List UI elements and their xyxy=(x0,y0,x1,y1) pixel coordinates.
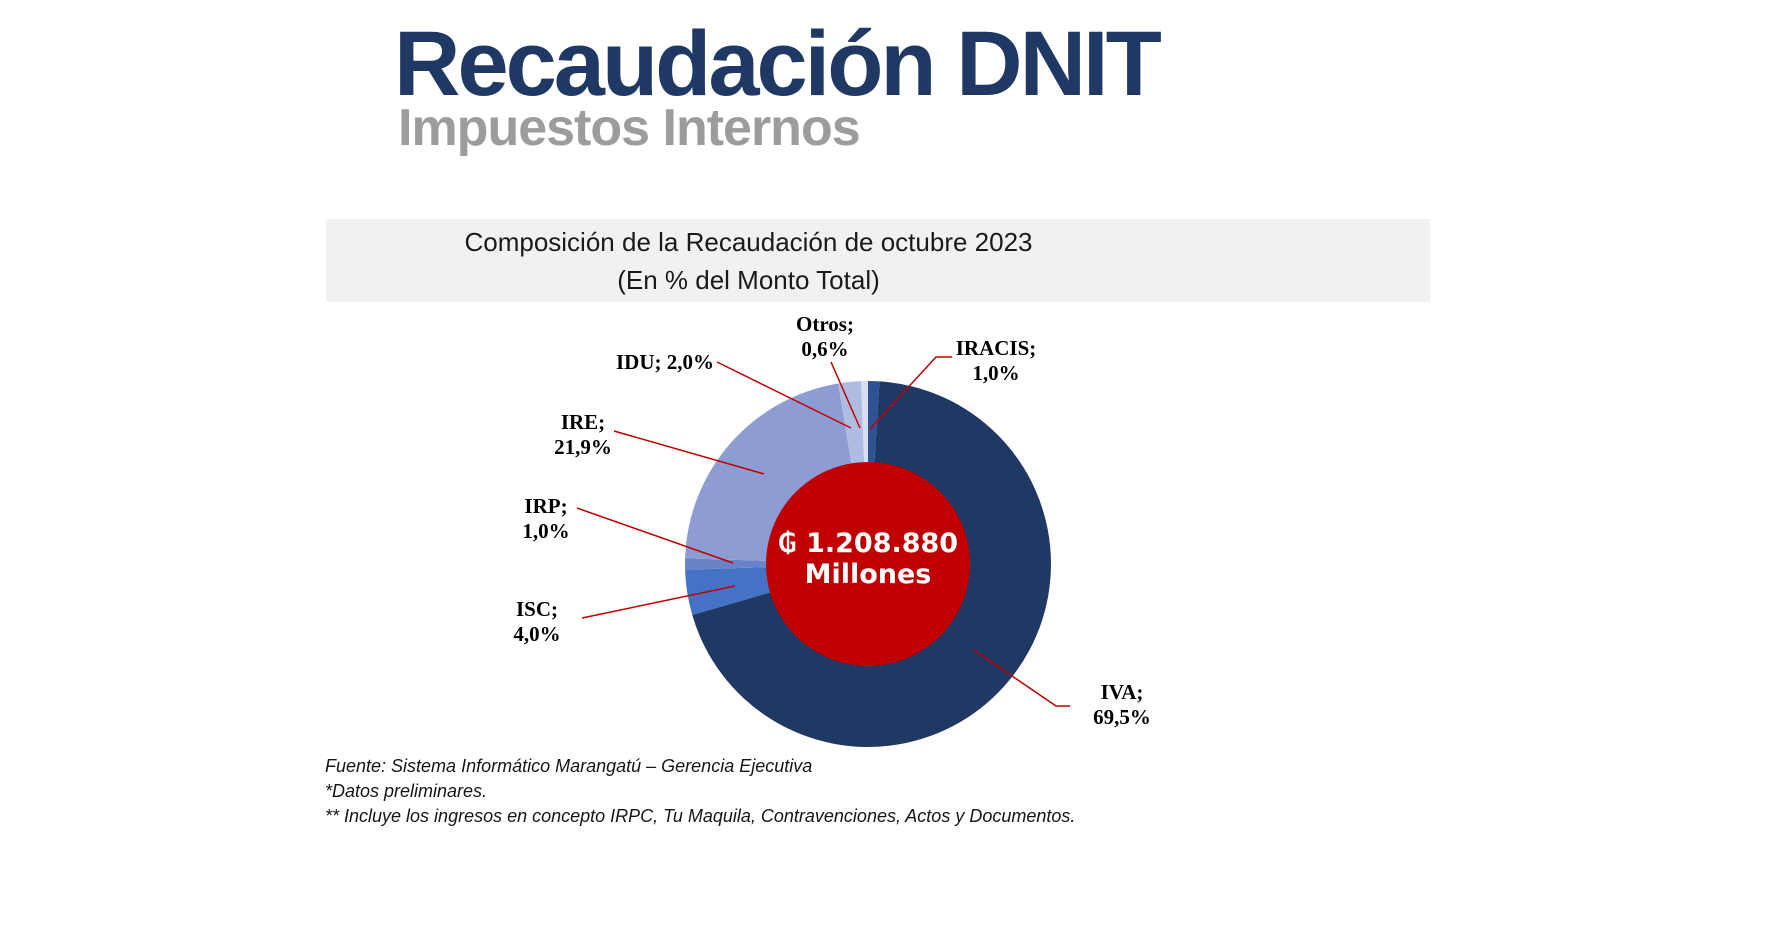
segment-label-iracis: IRACIS; 1,0% xyxy=(955,336,1037,385)
segment-label-ire: IRE; 21,9% xyxy=(554,410,612,459)
segment-label-idu: IDU; 2,0% xyxy=(616,350,714,374)
chart-title: Composición de la Recaudación de octubre… xyxy=(326,223,1171,299)
leader-line-iva xyxy=(973,649,1070,707)
page-title: Recaudación DNIT xyxy=(394,13,1162,115)
chart-title-band: Composición de la Recaudación de octubre… xyxy=(326,219,1430,302)
total-unit: Millones xyxy=(804,559,932,590)
segment-label-isc: ISC; 4,0% xyxy=(513,597,561,646)
donut-center-circle xyxy=(766,462,970,666)
total-amount: ₲ 1.208.880 xyxy=(777,528,959,559)
leader-line-irp xyxy=(576,507,734,564)
leader-line-ire xyxy=(613,430,765,475)
leader-line-isc xyxy=(581,585,736,619)
footnote-preliminary: *Datos preliminares. xyxy=(325,781,488,801)
footnotes: Fuente: Sistema Informático Marangatú – … xyxy=(325,754,1075,829)
donut-center-label: ₲ 1.208.880 Millones xyxy=(718,528,1018,590)
segment-label-irp: IRP; 1,0% xyxy=(522,494,570,543)
segment-label-otros: Otros; 0,6% xyxy=(796,312,854,361)
chart-title-line1: Composición de la Recaudación de octubre… xyxy=(464,227,1033,257)
chart-title-line2: (En % del Monto Total) xyxy=(617,265,880,295)
leader-line-otros xyxy=(830,361,861,429)
segment-label-iva: IVA; 69,5% xyxy=(1093,680,1151,729)
footnote-includes: ** Incluye los ingresos en concepto IRPC… xyxy=(325,806,1076,826)
footnote-source: Fuente: Sistema Informático Marangatú – … xyxy=(325,756,813,776)
page-subtitle: Impuestos Internos xyxy=(398,99,861,157)
leader-line-iracis xyxy=(869,356,952,430)
leader-line-idu xyxy=(716,361,852,429)
